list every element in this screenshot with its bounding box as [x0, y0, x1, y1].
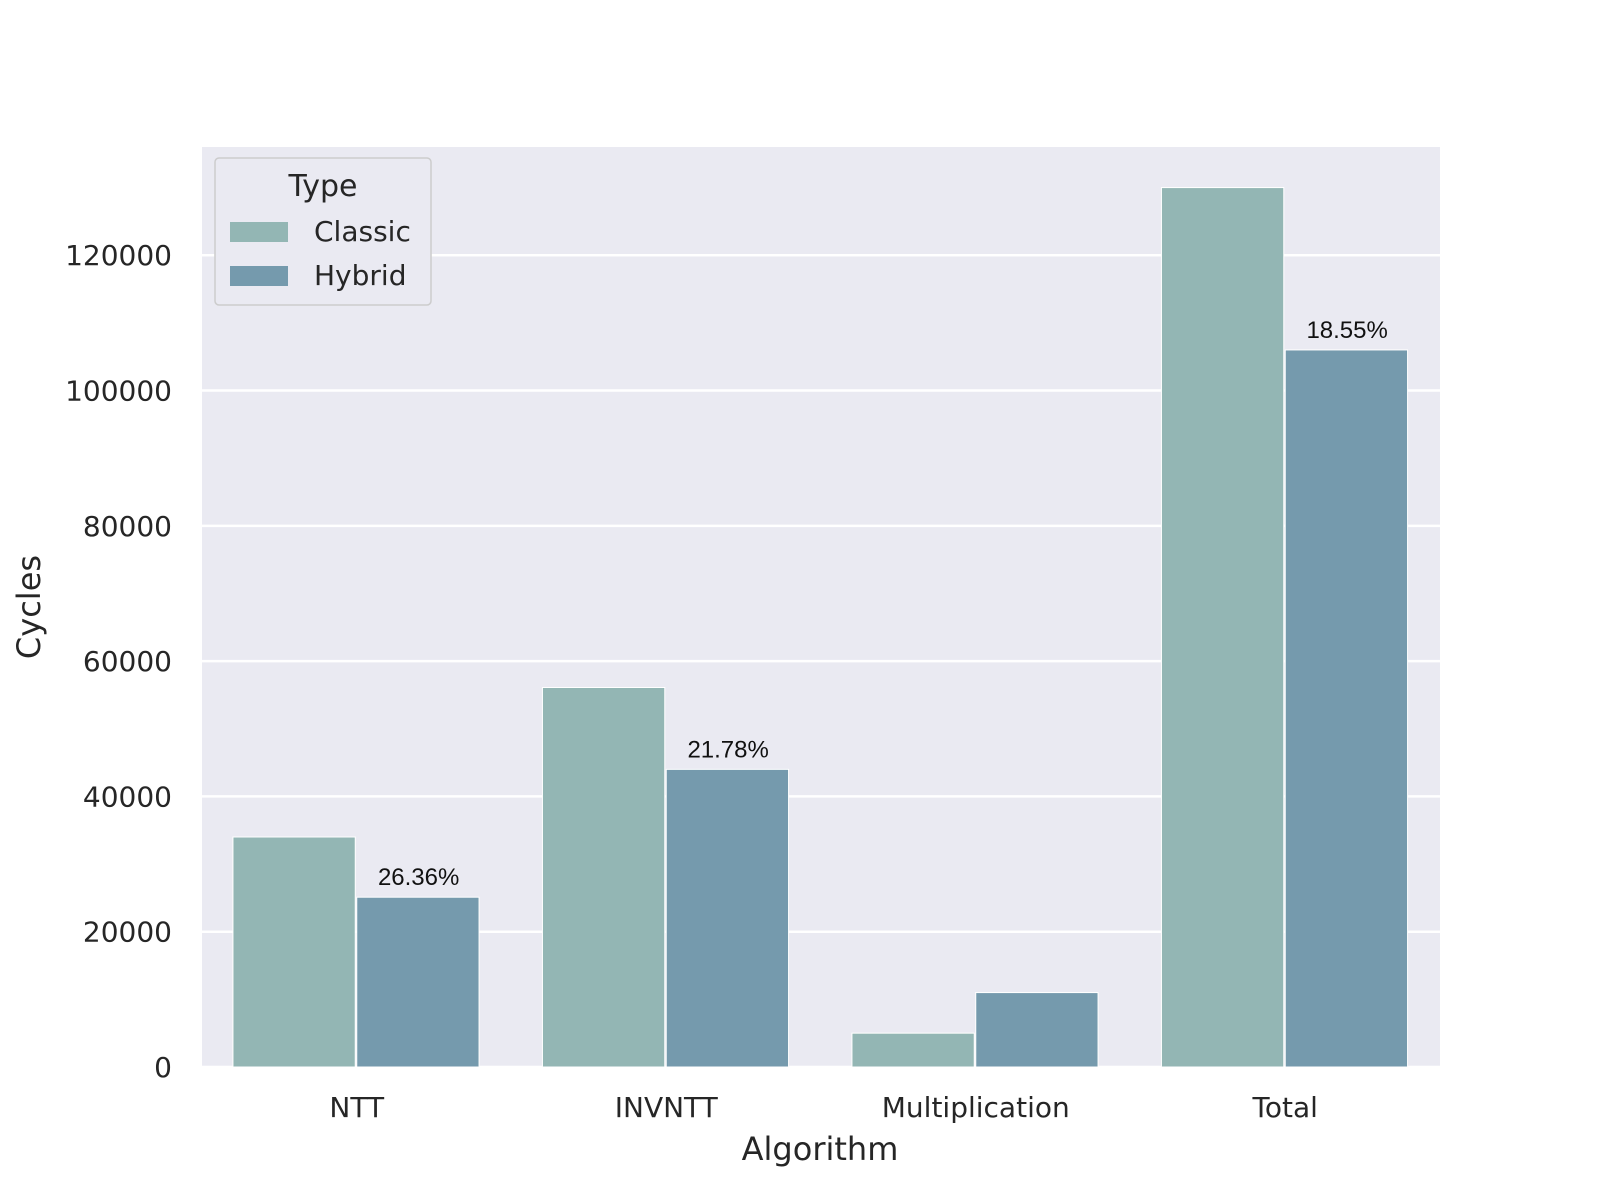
x-axis-label: Algorithm [742, 1130, 899, 1168]
bar-classic-invntt [541, 687, 666, 1068]
bar-hybrid-invntt [665, 768, 790, 1068]
data-label: 26.36% [378, 864, 459, 891]
legend-swatch-hybrid [230, 266, 288, 286]
x-tick-labels: NTT INVNTT Multiplication Total [329, 1091, 1318, 1124]
bars [232, 187, 1409, 1068]
legend-label-classic: Classic [314, 215, 411, 248]
legend-swatch-classic [230, 222, 288, 242]
y-tick-labels: 0 20000 40000 60000 80000 100000 120000 [65, 239, 172, 1084]
y-tick-label: 100000 [65, 375, 172, 408]
x-tick-label: Multiplication [882, 1091, 1070, 1124]
data-labels: 26.36% 21.78% 18.55% [378, 317, 1388, 891]
bar-classic-multiplication [851, 1032, 975, 1068]
y-tick-label: 40000 [83, 780, 172, 813]
y-tick-label: 60000 [83, 645, 172, 678]
legend-label-hybrid: Hybrid [314, 259, 406, 292]
legend: Type Classic Hybrid [214, 157, 432, 306]
y-tick-label: 120000 [65, 239, 172, 272]
y-axis-label: Cycles [10, 555, 48, 659]
x-tick-label: INVNTT [615, 1091, 719, 1124]
bar-hybrid-ntt [356, 896, 480, 1068]
x-tick-label: NTT [329, 1091, 385, 1124]
legend-title: Type [288, 169, 358, 204]
y-tick-label: 0 [154, 1051, 172, 1084]
y-tick-label: 20000 [83, 916, 172, 949]
data-label: 18.55% [1306, 317, 1387, 344]
data-label: 21.78% [687, 736, 768, 763]
x-tick-label: Total [1252, 1091, 1318, 1124]
bar-classic-ntt [232, 836, 356, 1068]
y-tick-label: 80000 [83, 510, 172, 543]
bar-hybrid-multiplication [975, 992, 1099, 1068]
bar-classic-total [1160, 187, 1285, 1068]
bar-hybrid-total [1284, 349, 1409, 1068]
